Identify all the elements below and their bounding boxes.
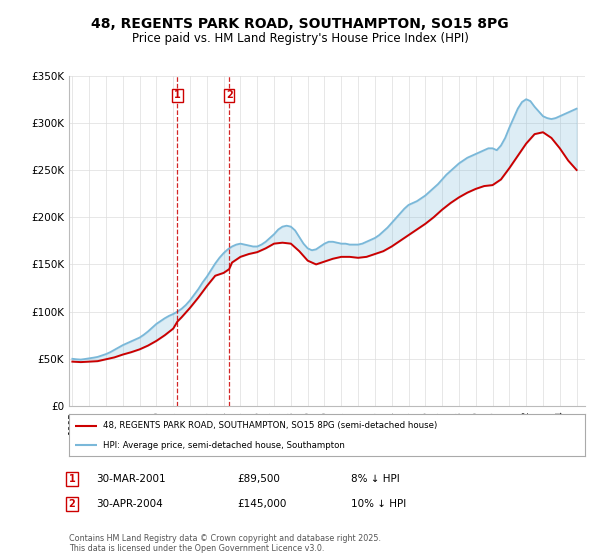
- Text: Contains HM Land Registry data © Crown copyright and database right 2025.
This d: Contains HM Land Registry data © Crown c…: [69, 534, 381, 553]
- Text: 30-MAR-2001: 30-MAR-2001: [96, 474, 166, 484]
- Text: £89,500: £89,500: [237, 474, 280, 484]
- Text: 10% ↓ HPI: 10% ↓ HPI: [351, 499, 406, 509]
- Text: Price paid vs. HM Land Registry's House Price Index (HPI): Price paid vs. HM Land Registry's House …: [131, 32, 469, 45]
- Text: 30-APR-2004: 30-APR-2004: [96, 499, 163, 509]
- Text: £145,000: £145,000: [237, 499, 286, 509]
- Text: HPI: Average price, semi-detached house, Southampton: HPI: Average price, semi-detached house,…: [103, 441, 344, 450]
- Text: 2: 2: [226, 91, 233, 100]
- Text: 2: 2: [68, 499, 76, 509]
- Text: 1: 1: [68, 474, 76, 484]
- Text: 48, REGENTS PARK ROAD, SOUTHAMPTON, SO15 8PG: 48, REGENTS PARK ROAD, SOUTHAMPTON, SO15…: [91, 17, 509, 31]
- Text: 1: 1: [174, 91, 181, 100]
- Text: 8% ↓ HPI: 8% ↓ HPI: [351, 474, 400, 484]
- Text: 48, REGENTS PARK ROAD, SOUTHAMPTON, SO15 8PG (semi-detached house): 48, REGENTS PARK ROAD, SOUTHAMPTON, SO15…: [103, 421, 437, 430]
